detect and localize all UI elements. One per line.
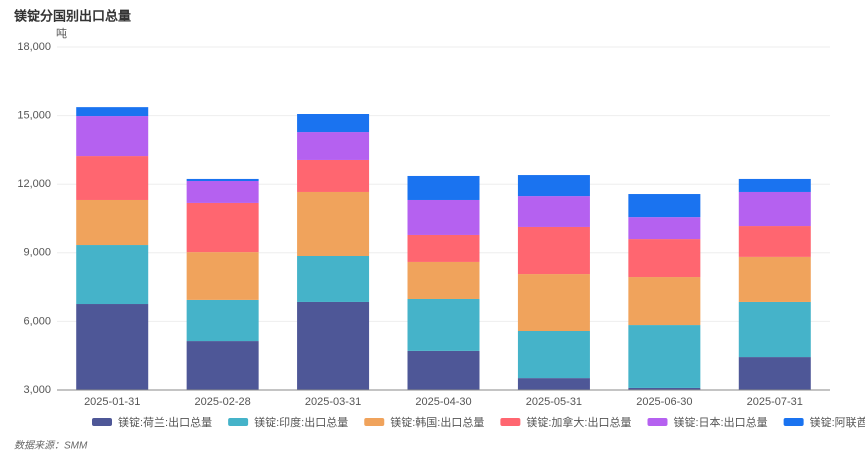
y-unit: 吨	[56, 27, 67, 40]
bar-segment	[517, 226, 590, 275]
legend-label: 镁锭:阿联酋:出口总量	[810, 415, 865, 429]
legend-swatch	[92, 418, 112, 426]
bar-segment	[738, 357, 811, 390]
legend-swatch	[500, 418, 521, 426]
bar-segment	[738, 191, 811, 227]
bar-segment	[76, 304, 149, 390]
bar-segment	[517, 274, 590, 332]
legend-label: 镁锭:日本:出口总量	[674, 415, 768, 429]
x-tick-label: 2025-07-31	[747, 396, 803, 408]
bar-segment	[186, 299, 259, 342]
x-tick-label: 2025-01-31	[84, 396, 140, 408]
bar-segment	[407, 199, 480, 235]
bar-segment	[628, 277, 701, 326]
bar-segment	[628, 239, 701, 278]
bar-segment	[517, 175, 590, 197]
bar-segment	[628, 325, 701, 388]
bar-segment	[76, 107, 149, 117]
bar-segment	[517, 331, 590, 379]
bar-segment	[76, 156, 149, 200]
bar-segment	[628, 194, 701, 218]
bar-segment	[297, 132, 370, 160]
y-tick-label: 12,000	[17, 178, 51, 190]
bar-segment	[407, 298, 480, 351]
bar-segment	[738, 178, 811, 192]
bar-segment	[407, 350, 480, 390]
y-tick-label: 3,000	[23, 384, 51, 396]
legend-label: 镁锭:印度:出口总量	[254, 415, 348, 429]
x-tick-label: 2025-04-30	[415, 396, 471, 408]
bar-segment	[517, 378, 590, 390]
bar-segment	[407, 261, 480, 299]
source: 数据来源：SMM	[14, 440, 88, 452]
bar-segment	[76, 245, 149, 305]
x-tick-label: 2025-02-28	[195, 396, 251, 408]
chart-title: 镁锭分国别出口总量	[14, 8, 131, 23]
bar-segment	[738, 301, 811, 358]
bar-segment	[297, 301, 370, 390]
legend-label: 镁锭:韩国:出口总量	[390, 415, 484, 429]
bar-segment	[407, 175, 480, 200]
bar-segment	[297, 256, 370, 302]
legend-label: 镁锭:加拿大:出口总量	[526, 415, 631, 429]
legend-swatch	[647, 418, 668, 426]
y-tick-label: 6,000	[23, 315, 51, 327]
legend-label: 镁锭:荷兰:出口总量	[118, 415, 212, 429]
bar-segment	[738, 256, 811, 302]
x-tick-label: 2025-05-31	[526, 396, 582, 408]
legend-swatch	[364, 418, 385, 426]
bar-segment	[297, 159, 370, 192]
bar-segment	[76, 116, 149, 157]
bar-segment	[186, 180, 259, 203]
bar-segment	[186, 341, 259, 390]
bar-segment	[297, 113, 370, 133]
bar-segment	[186, 178, 259, 181]
y-tick-label: 9,000	[23, 247, 51, 259]
legend-swatch	[228, 418, 249, 426]
bar-segment	[738, 226, 811, 257]
legend-swatch	[783, 418, 804, 426]
y-tick-label: 18,000	[17, 41, 51, 53]
bar-segment	[517, 196, 590, 227]
y-tick-label: 15,000	[17, 110, 51, 122]
bar-segment	[186, 202, 259, 253]
x-tick-label: 2025-03-31	[305, 396, 361, 408]
bar-segment	[628, 387, 701, 390]
x-tick-label: 2025-06-30	[636, 396, 692, 408]
bar-segment	[186, 252, 259, 300]
bar-segment	[297, 191, 370, 257]
bar-segment	[628, 217, 701, 240]
bar-segment	[407, 234, 480, 262]
bar-segment	[76, 199, 149, 246]
